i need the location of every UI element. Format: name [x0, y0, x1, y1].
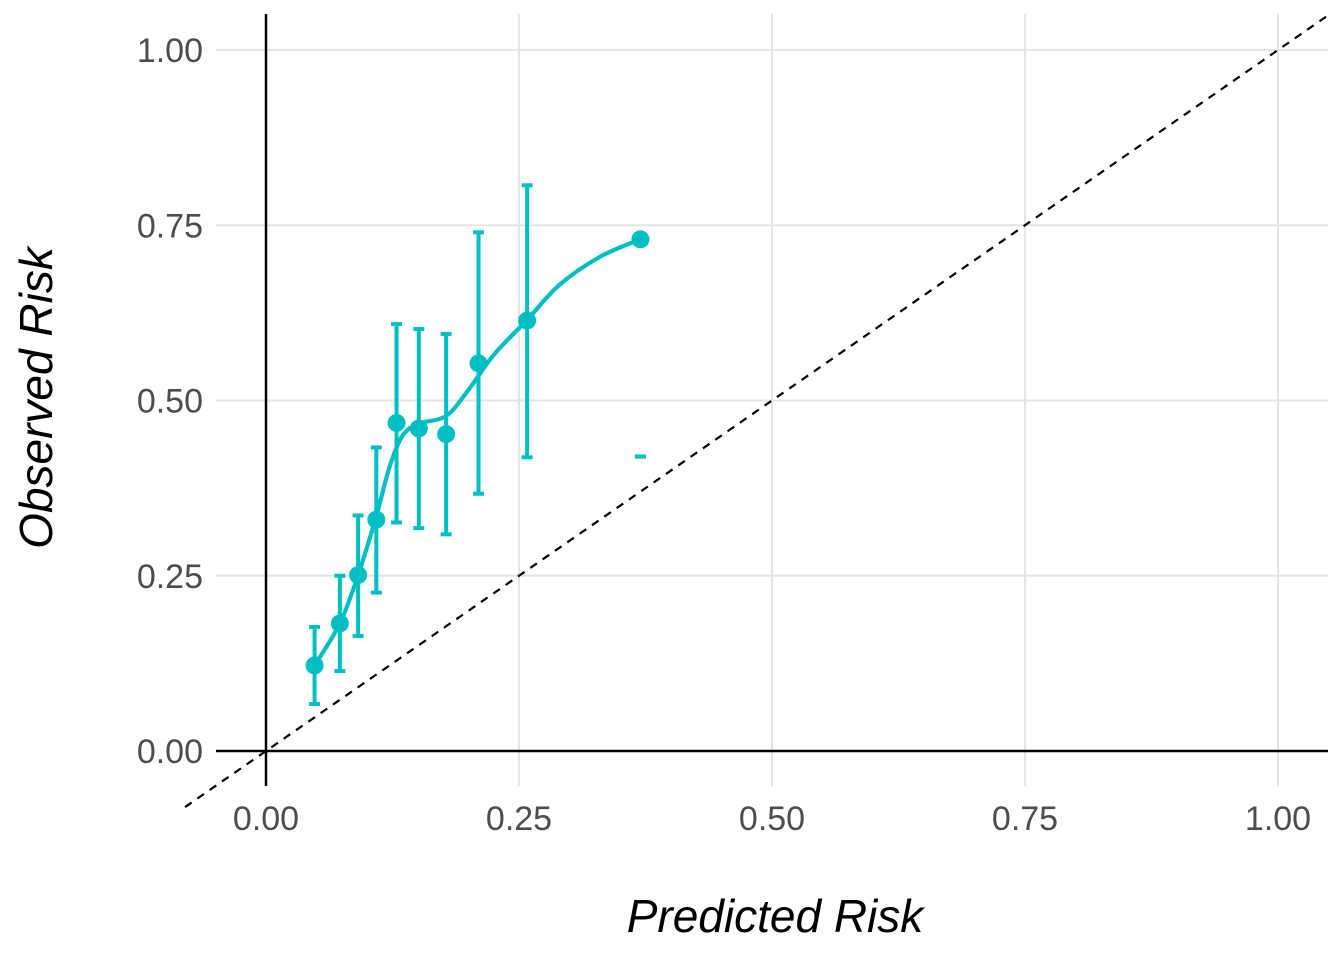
x-tick-label: 0.75 [992, 800, 1058, 838]
y-tick-label: 1.00 [137, 32, 203, 70]
data-point [631, 230, 650, 249]
x-tick-label: 0.00 [233, 800, 299, 838]
data-point [518, 311, 537, 330]
data-point [330, 614, 349, 633]
y-axis-title: Observed Risk [10, 245, 62, 549]
data-point [305, 656, 324, 675]
x-tick-label: 1.00 [1245, 800, 1311, 838]
x-axis-ticks: 0.00 0.25 0.50 0.75 1.00 [233, 800, 1311, 838]
x-tick-label: 0.50 [739, 800, 805, 838]
y-axis-ticks: 0.00 0.25 0.50 0.75 1.00 [137, 32, 203, 771]
data-point [409, 419, 428, 438]
x-axis-title: Predicted Risk [627, 890, 926, 942]
axis-lines [216, 14, 1328, 786]
data-point [469, 354, 488, 373]
data-point [349, 566, 368, 585]
y-tick-label: 0.00 [137, 733, 203, 771]
data-point [367, 510, 386, 529]
x-tick-label: 0.25 [486, 800, 552, 838]
y-tick-label: 0.25 [137, 558, 203, 596]
data-point [387, 413, 406, 432]
reference-line-y-equals-x [184, 14, 1330, 808]
data-point [437, 425, 456, 444]
y-tick-label: 0.75 [137, 207, 203, 245]
y-tick-label: 0.50 [137, 383, 203, 421]
reference-diagonal [184, 14, 1330, 808]
calibration-series [305, 183, 650, 707]
